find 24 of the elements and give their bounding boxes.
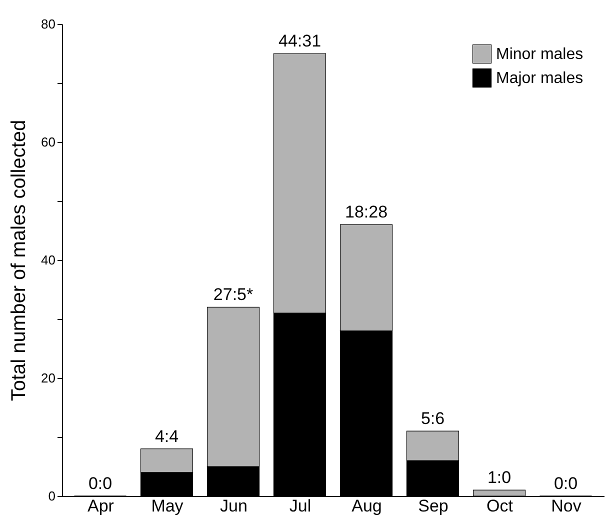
annotation: 0:0 [88,474,112,493]
annotation: 27:5* [213,285,254,304]
y-tick-label: 40 [41,252,56,268]
x-tick-label: Nov [551,496,582,516]
y-tick-label: 0 [48,488,56,504]
x-tick-label: Jun [220,496,248,516]
annotation: 5:6 [420,409,445,428]
y-axis-title: Total number of males collected [8,120,30,402]
annotation: 44:31 [278,32,322,50]
y-tick-label: 60 [41,134,56,150]
y-tick-label: 80 [41,16,56,32]
y-tick-label: 20 [41,370,56,386]
x-tick-label: Sep [418,496,448,516]
legend-label: Minor males [496,46,584,63]
legend-label: Major males [496,70,584,87]
x-tick-label: Apr [88,496,114,516]
annotation: 18:28 [344,202,388,222]
annotation: 1:0 [487,468,512,488]
x-tick-label: Jul [289,496,312,516]
x-tick-label: Aug [352,496,382,516]
x-tick-label: Oct [486,496,514,516]
x-tick-label: May [151,496,184,516]
annotation: 0:0 [554,474,578,493]
annotation: 4:4 [154,426,179,446]
